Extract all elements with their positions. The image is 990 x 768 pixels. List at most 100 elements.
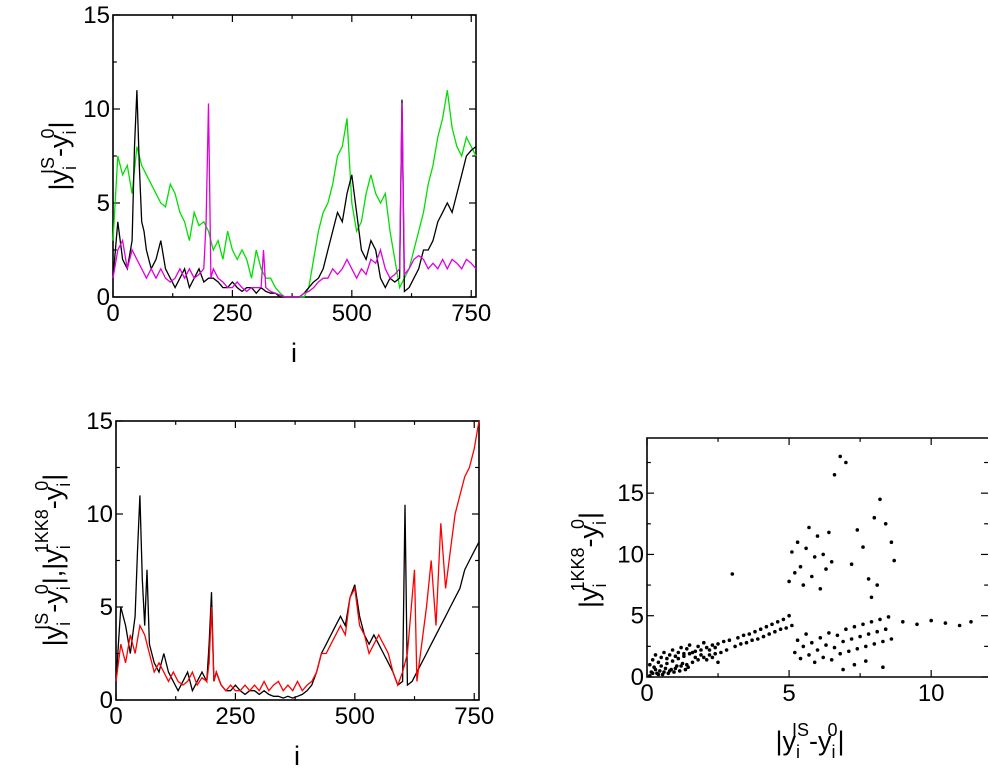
- scatter-point: [889, 637, 894, 641]
- scatter-point: [656, 660, 661, 665]
- scatter-point: [670, 648, 675, 652]
- scatter-point: [693, 649, 698, 654]
- scatter-point: [727, 638, 732, 642]
- scatter-point: [775, 620, 780, 624]
- scatter-point: [758, 627, 763, 631]
- scatter-point: [761, 634, 766, 639]
- scatter-point: [662, 650, 666, 655]
- scatter-point: [881, 639, 885, 644]
- scatter-point: [827, 631, 831, 635]
- scatter-point: [682, 651, 686, 656]
- scatter-point: [866, 632, 871, 636]
- scatter-point: [750, 638, 754, 642]
- scatter-point: [673, 654, 678, 658]
- label-part-mid: -y: [809, 726, 832, 756]
- scatter-point: [855, 647, 860, 651]
- scatter-point: [753, 629, 757, 634]
- series-line-1: [112, 90, 477, 298]
- scatter-point: [665, 661, 669, 666]
- scatter-point: [676, 650, 681, 655]
- scatter-point: [658, 669, 662, 673]
- scatter-point: [872, 515, 877, 520]
- label-part-sub2: i: [60, 131, 80, 135]
- scatter-point: [756, 637, 760, 641]
- scatter-point: [699, 653, 703, 657]
- label-part-sup2: 0: [32, 584, 52, 594]
- scatter-point: [793, 571, 797, 575]
- scatter-point: [878, 497, 882, 502]
- scatter-point: [702, 655, 706, 660]
- scatter-point: [685, 647, 689, 651]
- scatter-point: [667, 653, 672, 657]
- scatter-point: [704, 658, 709, 662]
- ticks: [112, 14, 476, 298]
- scatter-point: [849, 637, 854, 641]
- y-tick-label: 10: [83, 96, 110, 123]
- label-part-mid: -y: [574, 524, 604, 547]
- label-part-sub1: i: [590, 584, 610, 588]
- scatter-point: [929, 618, 933, 623]
- scatter-point: [838, 454, 842, 459]
- label-part-sup1: IS: [792, 720, 809, 740]
- points-group: [648, 454, 973, 678]
- label-part-sup1: IS: [32, 613, 52, 630]
- scatter-point: [810, 640, 814, 645]
- scatter-point: [881, 665, 885, 669]
- scatter-point: [844, 627, 848, 631]
- scatter-point: [807, 653, 811, 657]
- scatter-point: [730, 572, 735, 576]
- scatter-point: [829, 658, 834, 662]
- y-tick-label: 15: [86, 408, 113, 435]
- scatter-point: [781, 617, 786, 622]
- scatter-point: [818, 636, 823, 640]
- scatter-point: [653, 653, 658, 657]
- scatter-point: [892, 558, 896, 563]
- scatter-point: [812, 660, 817, 665]
- label-part-post: |: [574, 512, 604, 519]
- scatter-point: [827, 530, 831, 535]
- y-tick-label: 5: [97, 190, 110, 217]
- label-part-sup2: 0: [568, 519, 588, 529]
- scatter-point: [648, 674, 652, 678]
- scatter-point: [675, 664, 679, 668]
- y-tick-label: 15: [83, 2, 110, 29]
- scatter-point: [770, 622, 774, 627]
- scatter-point: [832, 645, 837, 650]
- scatter-point: [852, 624, 857, 629]
- scatter-point: [676, 656, 681, 661]
- plot-frame: [112, 14, 477, 298]
- series-group: [115, 420, 480, 699]
- scatter-point: [807, 525, 811, 530]
- scatter-point: [710, 643, 715, 647]
- scatter-point: [793, 650, 797, 655]
- label-part-mid: -y: [38, 590, 68, 613]
- scatter-point: [855, 528, 860, 532]
- ticks: [646, 438, 988, 678]
- scatter-point: [680, 661, 685, 666]
- scatter-point: [852, 662, 857, 667]
- scatter-point: [747, 632, 752, 636]
- scatter-point: [679, 645, 683, 650]
- plot-frame: [646, 437, 988, 678]
- scatter-point: [704, 645, 709, 650]
- label-part-sub2: i: [54, 586, 74, 590]
- label-part-post: |: [838, 726, 845, 756]
- y-tick-label: 10: [617, 541, 644, 568]
- label-part-sup4: 0: [32, 481, 52, 491]
- scatter-point: [744, 640, 749, 645]
- scatter-point: [790, 623, 794, 628]
- scatter-point: [841, 667, 845, 672]
- scatter-point: [665, 656, 669, 661]
- x-tick-label: 250: [212, 300, 252, 327]
- series-line-0: [115, 495, 480, 699]
- scatter-point: [690, 660, 695, 665]
- scatter-point: [969, 620, 973, 624]
- scatter-point: [659, 655, 663, 660]
- scatter-point: [707, 653, 712, 657]
- label-part-sup2: 0: [38, 128, 58, 138]
- scatter-point: [864, 644, 868, 649]
- scatter-point: [736, 636, 740, 640]
- scatter-point: [864, 659, 868, 663]
- label-part-sub3: i: [54, 545, 74, 549]
